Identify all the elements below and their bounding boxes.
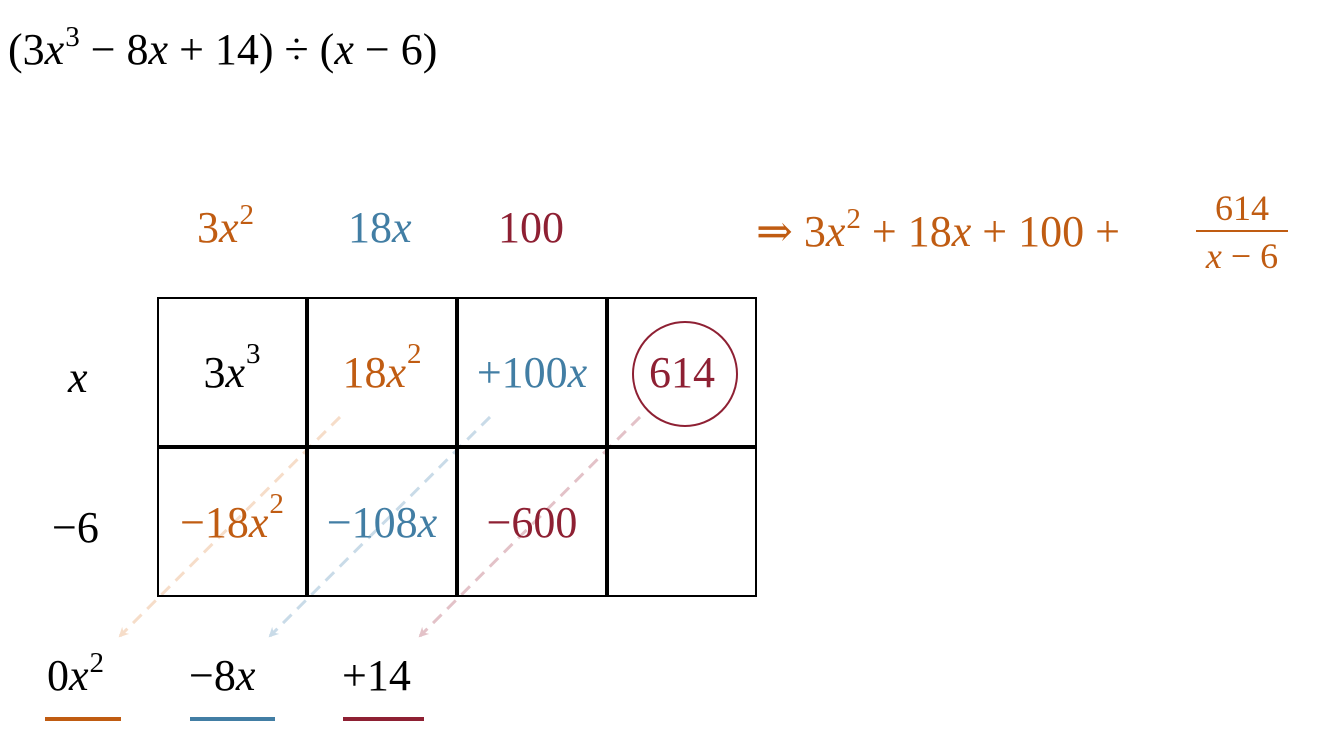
cell-var: x [248,497,269,547]
implies-arrow: ⇒ [756,207,793,256]
cell-r2-c3: −600 [457,447,607,597]
cell-var: x [417,497,438,547]
dividend-term-3: +14 [342,654,411,698]
problem-exponent: 3 [65,21,80,53]
remainder-circle [632,321,738,427]
problem-var: x [44,25,65,74]
term-var: x [235,651,256,700]
result-part: 3 [792,207,826,256]
cell-r2-c2: −108 x [307,447,457,597]
row-label-x: x [68,353,88,402]
cell-coef: +100 [476,347,568,397]
arrow-red [418,415,642,638]
dividend-term-1: 0x2 [47,648,104,700]
term-var: x [219,203,239,252]
term-coef: −8 [189,651,236,700]
dividend-term-2: −8x [189,654,255,698]
cell-coef: 3 [203,347,226,397]
cell-r1-c2: 18 x 2 [307,297,457,447]
result-part: + 100 + [971,207,1120,256]
quotient-term-3: 100 [498,206,564,250]
cell-r2-c4-empty [607,447,757,597]
term-var: x [392,203,412,252]
problem-var: x [148,25,169,74]
term-coef: +14 [342,651,411,700]
term-coef: 3 [197,203,219,252]
underline-blue [190,717,275,721]
cell-exponent: 2 [269,487,284,520]
problem-var: x [334,25,354,74]
row-label-minus-6: −6 [52,503,99,552]
cell-coef: −600 [486,497,578,547]
cell-r2-c1: −18 x 2 [157,447,307,597]
result-part: + 18 [860,207,952,256]
problem-expression: (3x3 − 8x + 14) ÷ (x − 6) [8,22,438,74]
cell-coef: −18 [180,497,249,547]
term-exponent: 2 [89,647,105,679]
quotient-term-2: 18x [348,206,412,250]
arrow-orange [118,415,342,638]
term-var: x [69,651,89,700]
fraction-numerator: 614 [1196,190,1288,232]
term-coef: 100 [498,203,564,252]
term-exponent: 2 [239,199,255,231]
problem-part: (3 [8,25,45,74]
problem-part: − 6) [353,25,438,74]
remainder-fraction: 614 x − 6 [1196,190,1288,274]
result-var: x [825,207,846,256]
fraction-denominator: x − 6 [1196,232,1288,274]
result-var: x [951,207,972,256]
cell-exponent: 3 [246,337,261,370]
underline-red [343,717,424,721]
quotient-term-1: 3x2 [197,200,254,252]
underline-orange [45,717,121,721]
cell-var: x [225,347,245,397]
cell-r1-c3: +100 x [457,297,607,447]
cell-var: x [567,347,588,397]
problem-part: − 8 [79,25,149,74]
cell-exponent: 2 [407,337,422,370]
result-expression: ⇒ 3x2 + 18x + 100 + [756,204,1120,256]
term-coef: 0 [47,651,69,700]
problem-part: + 14) ÷ ( [168,25,335,74]
term-coef: 18 [348,203,392,252]
result-exponent: 2 [846,203,861,235]
cell-coef: −108 [326,497,418,547]
fraction-den-rest: − 6 [1221,236,1279,276]
arrow-blue [268,415,492,638]
fraction-den-var: x [1205,236,1222,276]
cell-coef: 18 [342,347,387,397]
cell-var: x [386,347,406,397]
